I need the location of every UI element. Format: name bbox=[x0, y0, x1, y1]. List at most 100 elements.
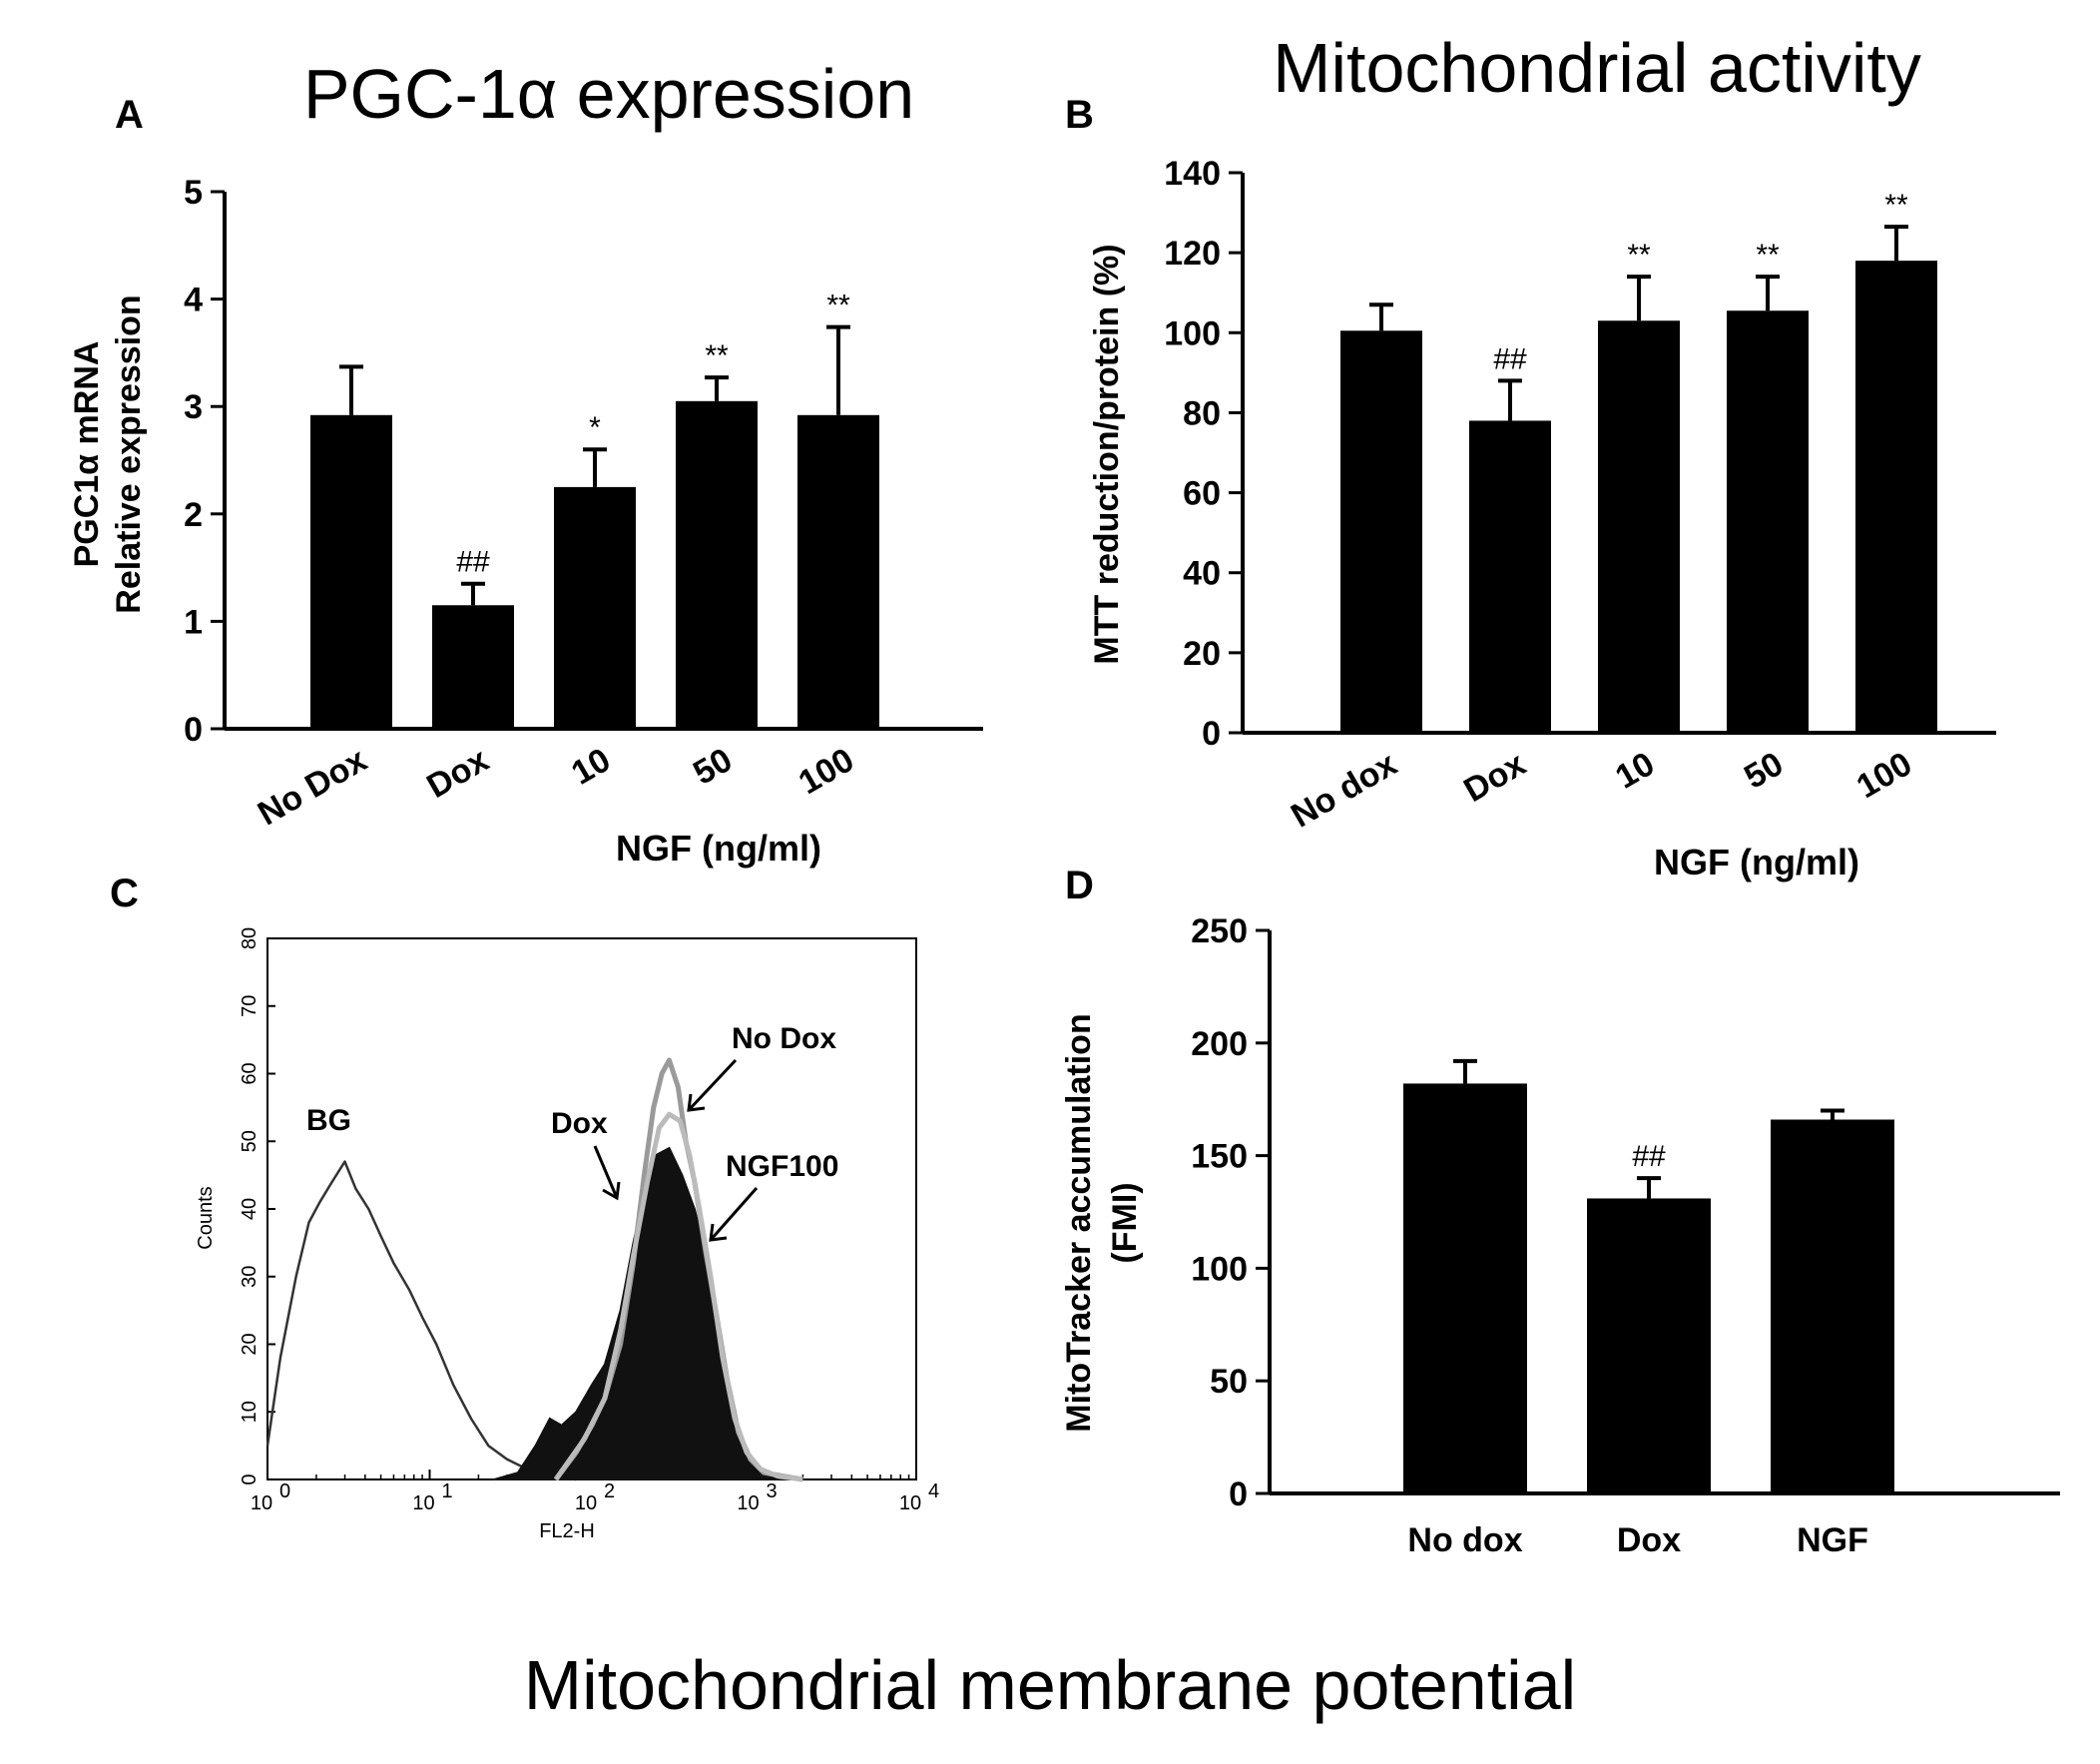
panel-d-ytick-label-2: 100 bbox=[1191, 1250, 1248, 1288]
panel-c-ytick-label-2: 20 bbox=[239, 1333, 261, 1355]
panel-a-bar-4 bbox=[797, 414, 879, 729]
panel-d-ytick-label-5: 250 bbox=[1191, 912, 1248, 950]
panel-a-yticks: 0 1 2 3 4 5 bbox=[184, 174, 225, 749]
panel-c-ytick-label-1: 10 bbox=[239, 1401, 261, 1423]
panel-a-bar-3 bbox=[676, 400, 758, 729]
panel-b-category-1: Dox bbox=[1457, 745, 1532, 810]
annotation-ngf100: NGF100 bbox=[726, 1150, 838, 1183]
panel-d-ylabel-line2: (FMI) bbox=[1106, 1182, 1144, 1263]
panel-b-category-0: No dox bbox=[1285, 745, 1403, 836]
panel-a-ytick-label-1: 1 bbox=[184, 603, 203, 641]
arrow-dox-head bbox=[602, 1181, 621, 1201]
panel-d-bar-0 bbox=[1403, 1083, 1527, 1493]
panel-c: C Counts FL2-H 0 10 20 30 40 50 60 70 80 10 0 10 1 10… bbox=[110, 872, 939, 1542]
panel-a-categories: No Dox Dox 10 50 100 bbox=[252, 741, 860, 833]
panel-a-ytick-label-3: 3 bbox=[184, 388, 203, 426]
panel-a-xlabel: NGF (ng/ml) bbox=[616, 828, 821, 869]
panel-b-category-3: 50 bbox=[1738, 745, 1790, 797]
panel-c-ytick-label-4: 40 bbox=[239, 1198, 261, 1220]
panel-b-categories: No dox Dox 10 50 100 bbox=[1285, 745, 1918, 836]
panel-d-yticks: 0 50 100 150 200 250 bbox=[1191, 912, 1270, 1513]
panel-a-ylabel-line1: PGC1α mRNA bbox=[68, 341, 106, 568]
panel-b-letter: B bbox=[1065, 93, 1094, 137]
panel-b-ytick-label-4: 80 bbox=[1183, 394, 1221, 432]
panel-a-ytick-label-0: 0 bbox=[184, 711, 203, 749]
panel-d-category-2: NGF bbox=[1797, 1521, 1868, 1559]
panel-b-bar-2 bbox=[1598, 320, 1680, 733]
arrow-dox bbox=[593, 1145, 619, 1199]
annotation-arrows bbox=[593, 1058, 759, 1242]
panel-a-significance-1: ## bbox=[456, 546, 490, 579]
footer-title: Mitochondrial membrane potential bbox=[524, 1646, 1576, 1724]
panel-d-letter: D bbox=[1065, 864, 1094, 907]
panel-c-ytick-label-7: 70 bbox=[239, 995, 261, 1017]
panel-b-bar-4 bbox=[1855, 261, 1937, 733]
arrow-ngf100-head bbox=[709, 1223, 728, 1242]
panel-a-category-1: Dox bbox=[420, 741, 495, 806]
arrow-ngf100 bbox=[709, 1187, 759, 1241]
panel-d-ytick-label-3: 150 bbox=[1191, 1138, 1248, 1176]
panel-a-bar-2 bbox=[554, 486, 636, 729]
annotation-bg: BG bbox=[306, 1104, 351, 1137]
panel-b-bar-0 bbox=[1340, 330, 1422, 733]
panel-c-ytick-label-3: 30 bbox=[239, 1266, 261, 1288]
panel-a-category-3: 50 bbox=[687, 741, 739, 793]
panel-c-xlabel: FL2-H bbox=[539, 1520, 595, 1542]
panel-b-ytick-label-3: 60 bbox=[1183, 475, 1221, 513]
histogram-ngf100 bbox=[553, 1111, 803, 1482]
panel-d-ylabel-line1: MitoTracker accumulation bbox=[1060, 1013, 1098, 1432]
panel-a-ytick-label-5: 5 bbox=[184, 174, 203, 212]
panel-a-ylabel-line2: Relative expression bbox=[110, 294, 148, 613]
panel-b-ytick-label-0: 0 bbox=[1202, 715, 1221, 753]
panel-a-ytick-label-2: 2 bbox=[184, 496, 203, 534]
panel-a-title: PGC-1α expression bbox=[303, 55, 914, 133]
panel-b-significance-2: ** bbox=[1627, 239, 1651, 272]
annotation-dox: Dox bbox=[551, 1107, 608, 1140]
panel-b-title: Mitochondrial activity bbox=[1273, 29, 1921, 107]
panel-c-xtick-label-2: 10 bbox=[575, 1492, 597, 1514]
panel-b-significance-3: ** bbox=[1756, 239, 1780, 272]
panel-b-category-4: 100 bbox=[1850, 745, 1918, 806]
panel-a-significance-3: ** bbox=[705, 339, 729, 372]
panel-d-categories: No dox Dox NGF bbox=[1407, 1521, 1868, 1559]
panel-b-yticks: 0 20 40 60 80 100 120 140 bbox=[1164, 155, 1243, 753]
panel-a-category-2: 10 bbox=[565, 741, 617, 793]
arrow-nodox-head bbox=[687, 1093, 706, 1112]
panel-d-significance-1: ## bbox=[1632, 1140, 1666, 1173]
panel-c-xtick-label-3: 10 bbox=[737, 1492, 759, 1514]
panel-b-ytick-label-7: 140 bbox=[1164, 155, 1221, 193]
panel-b-bars: ## ** ** ** bbox=[1340, 189, 1937, 733]
panel-a-category-0: No Dox bbox=[252, 741, 373, 833]
panel-b-category-2: 10 bbox=[1609, 745, 1661, 797]
panel-d-ytick-label-4: 200 bbox=[1191, 1025, 1248, 1063]
panel-a-bar-1 bbox=[432, 605, 514, 729]
panel-d-ytick-label-1: 50 bbox=[1210, 1363, 1248, 1401]
panel-a-significance-4: ** bbox=[826, 290, 850, 322]
panel-c-xtick-exp-2: 2 bbox=[604, 1480, 615, 1502]
panel-b-xlabel: NGF (ng/ml) bbox=[1654, 842, 1859, 882]
panel-b-ytick-label-6: 120 bbox=[1164, 235, 1221, 273]
panel-c-ticks: 0 10 20 30 40 50 60 70 80 10 0 10 1 10 2 10 3 10 4 bbox=[239, 927, 939, 1514]
arrow-nodox bbox=[687, 1058, 738, 1112]
panel-c-ytick-label-0: 0 bbox=[239, 1473, 261, 1484]
panel-a-letter: A bbox=[115, 93, 144, 137]
panel-c-annotations: BG Dox No Dox NGF100 bbox=[306, 1022, 838, 1242]
panel-a-ytick-label-4: 4 bbox=[184, 282, 203, 319]
panel-b-ylabel: MTT reduction/protein (%) bbox=[1088, 244, 1126, 664]
panel-d-bar-2 bbox=[1771, 1119, 1894, 1493]
panel-c-histograms bbox=[265, 1057, 803, 1482]
histogram-dox bbox=[493, 1146, 803, 1480]
panel-d-ytick-label-0: 0 bbox=[1229, 1475, 1248, 1513]
panel-b: B Mitochondrial activity MTT reduction/p… bbox=[1065, 29, 1996, 882]
panel-d-category-0: No dox bbox=[1407, 1521, 1522, 1559]
panel-c-xtick-label-1: 10 bbox=[412, 1492, 434, 1514]
panel-c-ytick-label-6: 60 bbox=[239, 1062, 261, 1084]
histogram-bg bbox=[265, 1160, 577, 1481]
panel-d-bar-1 bbox=[1587, 1198, 1711, 1493]
panel-a-category-4: 100 bbox=[792, 741, 860, 802]
panel-b-ytick-label-2: 40 bbox=[1183, 555, 1221, 593]
panel-a-bar-0 bbox=[310, 414, 392, 729]
panel-b-ytick-label-5: 100 bbox=[1164, 314, 1221, 352]
panel-d-bars: ## bbox=[1403, 1058, 1894, 1493]
